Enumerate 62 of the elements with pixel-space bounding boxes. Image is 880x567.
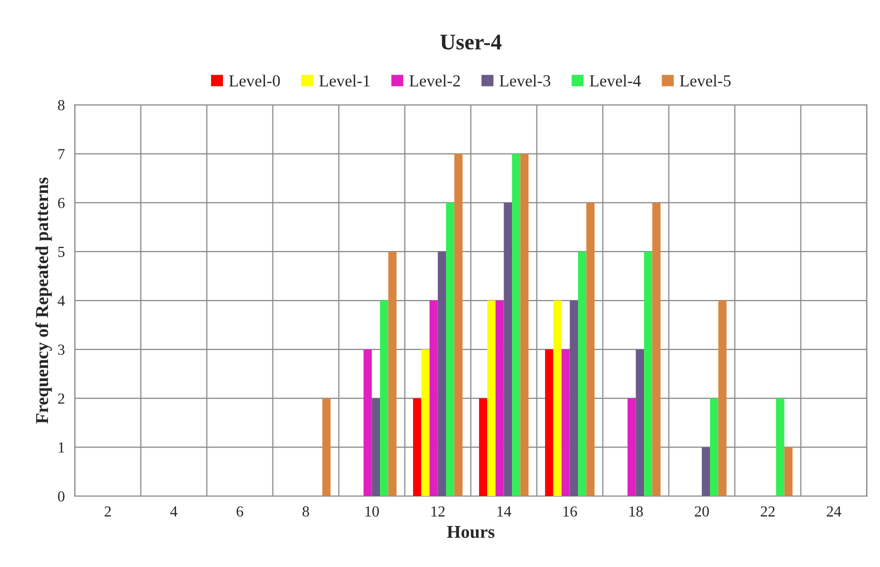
bar	[364, 349, 372, 496]
x-tick-label: 18	[630, 506, 643, 517]
bar	[776, 398, 784, 496]
y-tick-label: 4	[58, 296, 65, 306]
y-tick-label: 3	[58, 344, 64, 355]
bar	[718, 300, 727, 496]
y-axis-title: Frequency of Repeated patterns	[35, 178, 52, 424]
x-tick-label: 14	[498, 506, 512, 516]
bar	[553, 300, 562, 496]
x-tick-label: 24	[826, 506, 842, 516]
bar	[446, 202, 454, 496]
x-tick-label: 22	[760, 506, 775, 516]
x-tick-label: 20	[694, 506, 709, 517]
bar	[586, 202, 595, 496]
y-tick-label: 5	[58, 246, 64, 258]
bar	[628, 398, 636, 496]
bar	[421, 349, 430, 496]
bar	[512, 154, 520, 496]
bar	[520, 154, 529, 496]
x-tick-label: 16	[564, 506, 577, 517]
bar	[487, 300, 496, 496]
bar	[702, 447, 710, 496]
chart-title: User-4	[440, 34, 502, 50]
bar	[545, 349, 554, 496]
bar	[644, 252, 652, 496]
legend-label: Level-1	[319, 74, 370, 87]
x-axis-title: Hours	[447, 526, 494, 538]
x-tick-label: 2	[104, 506, 111, 516]
bar	[413, 398, 422, 496]
bar	[562, 349, 570, 496]
y-tick-label: 0	[58, 491, 64, 502]
y-tick-label: 6	[58, 198, 65, 208]
x-tick-label: 10	[366, 506, 379, 517]
bar	[578, 252, 586, 496]
legend-label: Level-0	[229, 74, 280, 87]
x-tick-label: 8	[302, 506, 310, 517]
y-tick-label: 2	[58, 394, 64, 404]
bar	[496, 300, 504, 496]
legend-label: Level-3	[500, 74, 550, 87]
bar	[479, 398, 488, 496]
bar	[380, 300, 388, 496]
bar	[570, 300, 578, 496]
bar	[636, 349, 644, 496]
y-tick-label: 7	[58, 149, 65, 160]
bar	[372, 398, 380, 496]
x-tick-label: 4	[170, 506, 178, 516]
bar	[652, 202, 661, 496]
bar	[784, 447, 793, 496]
legend-label: Level-4	[590, 74, 641, 87]
bar	[438, 252, 446, 496]
bar	[322, 398, 331, 496]
bar	[430, 300, 438, 496]
bar	[388, 252, 397, 496]
bar	[454, 154, 463, 496]
x-tick-label: 6	[236, 506, 244, 517]
y-tick-label: 1	[58, 442, 64, 453]
bar	[710, 398, 718, 496]
legend-label: Level-2	[409, 74, 460, 87]
y-tick-label: 8	[58, 100, 64, 110]
bar	[504, 202, 512, 496]
x-tick-label: 12	[432, 506, 445, 516]
legend-label: Level-5	[680, 74, 731, 87]
